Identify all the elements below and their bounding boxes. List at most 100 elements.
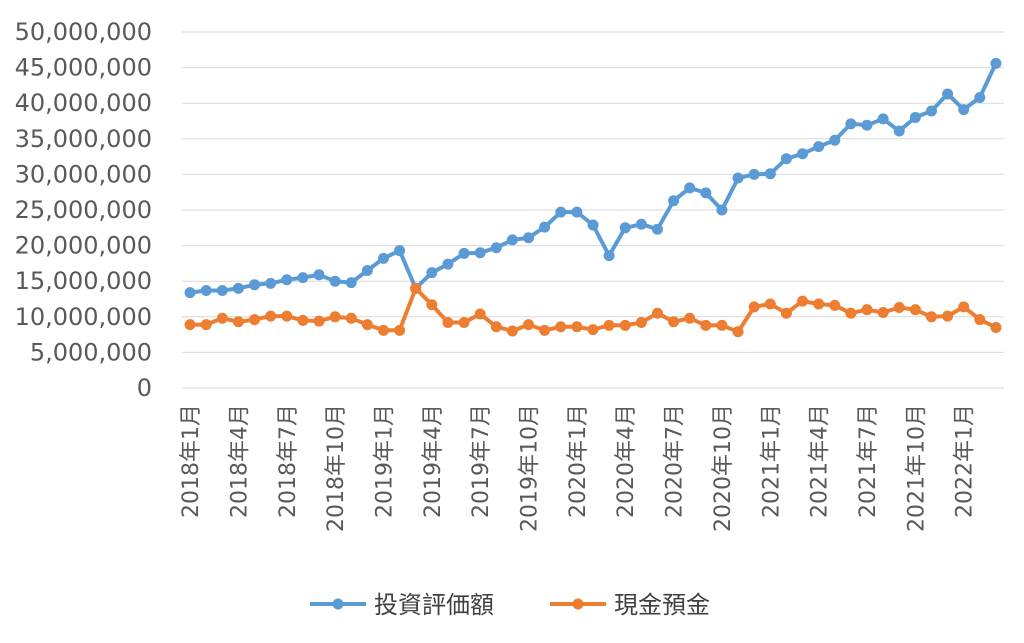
data-point [942,88,954,100]
data-point [377,324,389,336]
data-point [603,319,615,331]
y-tick-label: 20,000,000 [15,232,152,260]
series-1 [184,57,1002,299]
data-point [539,221,551,233]
data-point [474,308,486,320]
data-point [297,272,309,284]
data-point [603,250,615,262]
data-point [684,312,696,324]
data-point [506,325,518,337]
data-point [458,247,470,259]
x-tick-label: 2019年10月 [518,404,543,532]
data-point [925,105,937,117]
data-point [313,315,325,327]
y-tick-label: 35,000,000 [15,125,152,153]
legend-swatch-marker [572,598,584,610]
data-point [587,219,599,231]
data-point [716,204,728,216]
data-point [523,232,535,244]
data-point [571,321,583,333]
data-point [394,245,406,257]
data-point [490,321,502,333]
data-point [942,310,954,322]
data-point [845,307,857,319]
data-point [780,153,792,165]
data-point [764,168,776,180]
data-point [716,319,728,331]
data-point [555,321,567,333]
data-point [281,274,293,286]
data-point [216,312,228,324]
x-tick-label: 2020年10月 [711,404,736,532]
data-point [861,119,873,131]
x-tick-label: 2019年1月 [372,404,397,518]
y-tick-label: 40,000,000 [15,89,152,117]
data-point [523,319,535,331]
x-tick-label: 2020年7月 [663,404,688,518]
data-point [893,302,905,314]
x-tick-label: 2021年1月 [759,404,784,518]
data-point [442,258,454,270]
data-point [587,324,599,336]
y-axis: 0 5,000,000 10,000,000 15,000,000 20,000,000… [15,18,152,402]
data-point [764,298,776,310]
series-2 [184,282,1002,338]
data-point [732,172,744,184]
legend: 投資評価額 現金預金 [310,591,710,619]
data-point [619,319,631,331]
data-point [249,314,261,326]
data-point [958,104,970,116]
data-point [797,148,809,160]
data-point [668,316,680,328]
data-point [426,299,438,311]
data-point [925,311,937,323]
legend-item-2: 現金預金 [550,591,710,619]
data-point [329,275,341,287]
y-tick-label: 0 [137,374,152,402]
data-point [829,299,841,311]
data-point [974,92,986,104]
x-tick-label: 2022年1月 [953,404,978,518]
data-point [281,310,293,322]
series-lines [184,57,1002,338]
data-point [813,141,825,153]
data-point [249,279,261,291]
data-point [458,316,470,328]
data-point [635,316,647,328]
y-tick-label: 10,000,000 [15,303,152,331]
data-point [619,222,631,234]
data-point [184,319,196,331]
x-tick-label: 2019年7月 [469,404,494,518]
data-point [700,319,712,331]
data-point [845,118,857,130]
data-point [748,168,760,180]
x-tick-label: 2018年7月 [276,404,301,518]
legend-label: 投資評価額 [374,591,494,619]
data-point [232,316,244,328]
y-tick-label: 30,000,000 [15,160,152,188]
x-tick-label: 2018年4月 [227,404,252,518]
data-point [345,312,357,324]
data-point [909,304,921,316]
data-point [877,307,889,319]
data-point [555,206,567,218]
data-point [490,242,502,254]
data-point [651,307,663,319]
data-point [232,282,244,294]
x-tick-label: 2018年10月 [324,404,349,532]
data-point [313,269,325,281]
legend-label: 現金預金 [614,591,710,619]
x-tick-label: 2020年1月 [566,404,591,518]
data-point [780,307,792,319]
y-tick-label: 5,000,000 [30,338,152,366]
data-point [651,223,663,235]
data-point [684,182,696,194]
x-tick-label: 2020年4月 [614,404,639,518]
y-tick-label: 25,000,000 [15,196,152,224]
data-point [748,301,760,313]
legend-swatch-marker [332,598,344,610]
data-point [200,319,212,331]
data-point [394,324,406,336]
data-point [990,321,1002,333]
